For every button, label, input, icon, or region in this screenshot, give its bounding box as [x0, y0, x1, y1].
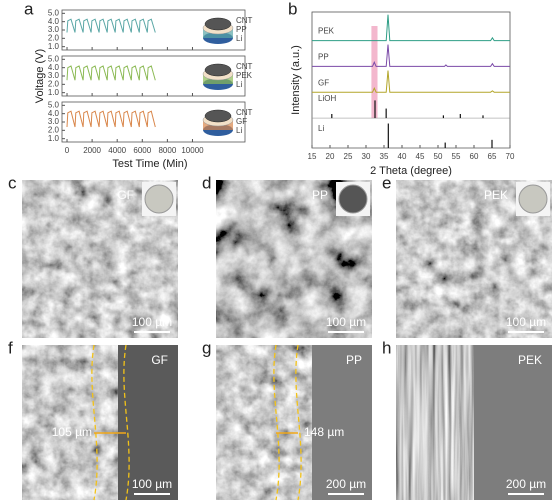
thickness-label: 148 µm	[304, 425, 344, 439]
highlight-band	[371, 26, 378, 119]
x-tick-label: 35	[380, 152, 389, 161]
legend-label: CNT	[236, 62, 253, 71]
scale-label: 100 µm	[132, 477, 172, 491]
panel-label: d	[202, 173, 211, 192]
cell-icon	[204, 17, 232, 31]
panel-label: c	[8, 173, 17, 192]
panel-label: a	[24, 0, 34, 18]
x-tick-label: 15	[308, 152, 317, 161]
sample-tag: GF	[117, 188, 134, 202]
boundary	[295, 344, 302, 501]
x-tick-label: 65	[488, 152, 497, 161]
pattern-label: PP	[318, 53, 329, 62]
y-tick-label: 4.0	[48, 63, 60, 72]
x-tick-label: 4000	[108, 146, 126, 155]
panel-label: h	[382, 338, 391, 357]
x-tick-label: 8000	[158, 146, 176, 155]
x-tick-label: 25	[344, 152, 353, 161]
legend-label: Li	[236, 80, 242, 89]
sem-image	[216, 345, 312, 500]
y-tick-label: 1.0	[48, 134, 60, 143]
y-tick-label: 3.0	[48, 25, 60, 34]
x-tick-label: 60	[470, 152, 479, 161]
panel-label: f	[8, 338, 13, 357]
sample-tag: PP	[312, 188, 328, 202]
xrd-pattern	[312, 14, 510, 42]
legend-label: CNT	[236, 16, 253, 25]
x-tick-label: 2000	[83, 146, 101, 155]
x-tick-label: 50	[434, 152, 443, 161]
y-tick-label: 4.0	[48, 109, 60, 118]
legend-label: Li	[236, 34, 242, 43]
plot-frame	[311, 11, 511, 149]
legend-label: Li	[236, 126, 242, 135]
x-tick-label: 40	[398, 152, 407, 161]
sem-image	[22, 345, 118, 500]
y-tick-label: 3.0	[48, 117, 60, 126]
scale-label: 200 µm	[326, 477, 366, 491]
y-tick-label: 2.0	[48, 33, 60, 42]
voltage-line	[66, 65, 156, 81]
scale-label: 200 µm	[506, 477, 546, 491]
y-tick-label: 5.0	[48, 100, 60, 109]
thickness-label: 105 µm	[52, 425, 92, 439]
legend-label: PEK	[236, 71, 253, 80]
x-tick-label: 30	[362, 152, 371, 161]
sample-tag: PEK	[484, 188, 508, 202]
y-tick-label: 5.0	[48, 54, 60, 63]
y-tick-label: 4.0	[48, 17, 60, 26]
pattern-label: LiOH	[318, 94, 336, 103]
x-axis-label: 2 Theta (degree)	[370, 165, 452, 177]
y-tick-label: 1.0	[48, 42, 60, 51]
x-tick-label: 6000	[133, 146, 151, 155]
scale-label: 100 µm	[506, 315, 546, 329]
cell-icon	[204, 109, 232, 123]
boundary	[123, 344, 130, 501]
panel-label: e	[382, 173, 391, 192]
panel-label: g	[202, 338, 211, 357]
xrd-pattern	[312, 70, 510, 93]
y-tick-label: 2.0	[48, 79, 60, 88]
inset-disc	[338, 184, 368, 214]
xrd-pattern	[312, 44, 510, 67]
scale-label: 100 µm	[132, 315, 172, 329]
cell-icon	[204, 63, 232, 77]
inset-disc	[518, 184, 548, 214]
x-tick-label: 10000	[181, 146, 204, 155]
x-tick-label: 45	[416, 152, 425, 161]
legend-label: PP	[236, 25, 247, 34]
pattern-label: PEK	[318, 27, 335, 36]
inset-disc	[144, 184, 174, 214]
voltage-line	[66, 18, 156, 33]
x-tick-label: 0	[65, 146, 70, 155]
y-axis-label: Voltage (V)	[34, 49, 46, 103]
y-tick-label: 5.0	[48, 8, 60, 17]
x-tick-label: 70	[506, 152, 515, 161]
boundary	[273, 344, 280, 501]
legend-label: CNT	[236, 108, 253, 117]
y-tick-label: 3.0	[48, 71, 60, 80]
sem-image	[396, 345, 474, 500]
boundary	[91, 344, 98, 501]
legend-label: GF	[236, 117, 247, 126]
x-tick-label: 55	[452, 152, 461, 161]
x-axis-label: Test Time (Min)	[112, 158, 187, 170]
sample-tag: GF	[151, 353, 168, 367]
panel-label: b	[288, 0, 297, 18]
scale-label: 100 µm	[326, 315, 366, 329]
sample-tag: PP	[346, 353, 362, 367]
pattern-label: GF	[318, 78, 329, 87]
y-tick-label: 1.0	[48, 88, 60, 97]
y-axis-label: Intensity (a.u.)	[290, 45, 302, 115]
sample-tag: PEK	[518, 353, 542, 367]
voltage-line	[66, 110, 156, 128]
x-tick-label: 20	[326, 152, 335, 161]
pattern-label: Li	[318, 124, 324, 133]
y-tick-label: 2.0	[48, 125, 60, 134]
